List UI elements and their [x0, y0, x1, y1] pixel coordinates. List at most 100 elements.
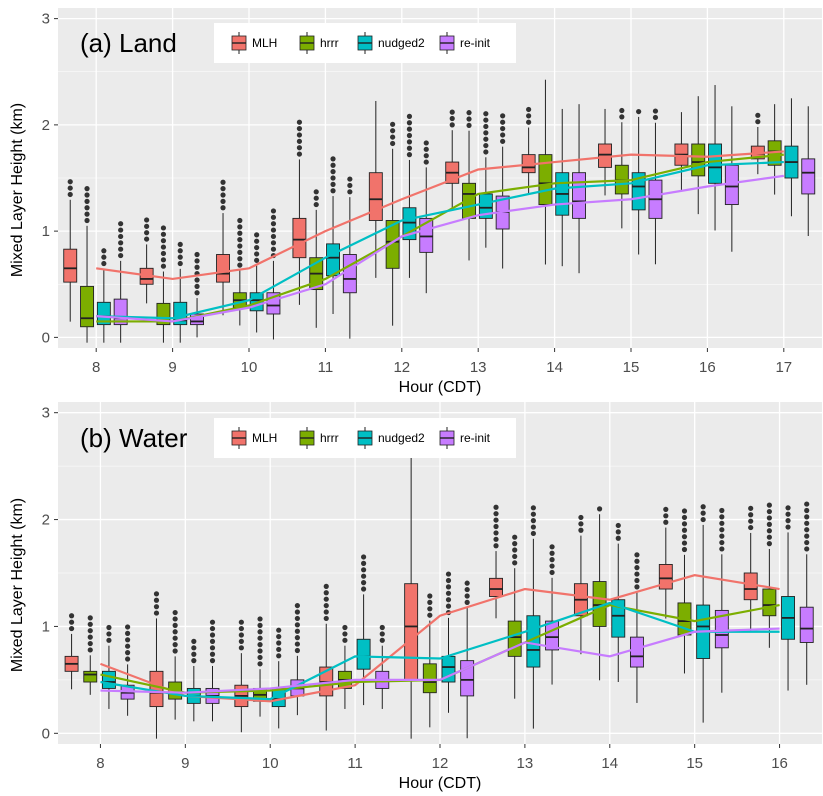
outlier-point — [172, 629, 178, 635]
outlier-point — [342, 631, 348, 637]
outlier-point — [347, 182, 353, 189]
outlier-point — [748, 524, 754, 531]
outlier-point — [101, 254, 107, 260]
series-line-nudged2 — [100, 601, 780, 701]
outlier-point — [68, 613, 75, 619]
outlier-point — [323, 615, 329, 622]
outlier-point — [330, 156, 336, 162]
outlier-point — [652, 114, 659, 121]
x-tick-label: 14 — [546, 359, 563, 376]
outlier-point — [330, 181, 336, 187]
outlier-point — [804, 533, 810, 539]
outlier-point — [464, 586, 470, 593]
outlier-point — [270, 214, 277, 220]
outlier-point — [526, 113, 532, 119]
outlier-point — [237, 243, 243, 249]
box-hrrr — [422, 663, 437, 694]
outlier-point — [257, 648, 263, 654]
outlier-point — [194, 264, 200, 270]
y-tick-label: 3 — [42, 405, 50, 422]
outlier-point — [445, 603, 452, 609]
box-MLH — [292, 217, 307, 259]
outlier-point — [160, 238, 167, 244]
outlier-point — [84, 186, 90, 192]
box-hrrr — [83, 670, 98, 683]
outlier-point — [466, 110, 472, 116]
outlier-point — [493, 530, 499, 536]
outlier-point — [237, 230, 243, 236]
outlier-point — [153, 610, 160, 616]
outlier-point — [87, 615, 93, 621]
outlier-point — [766, 541, 772, 547]
outlier-point — [270, 233, 277, 240]
outlier-point — [118, 252, 124, 259]
outlier-point — [87, 628, 93, 634]
outlier-point — [84, 192, 90, 198]
panel-title: (a) Land — [80, 28, 177, 58]
outlier-point — [483, 136, 489, 142]
outlier-point — [681, 540, 688, 546]
outlier-point — [549, 563, 555, 569]
box-MLH — [216, 254, 230, 283]
outlier-point — [464, 593, 470, 599]
outlier-point — [194, 290, 200, 296]
outlier-point — [106, 631, 112, 637]
outlier-point — [313, 201, 319, 208]
outlier-point — [785, 505, 791, 511]
outlier-point — [330, 188, 336, 194]
outlier-point — [681, 514, 688, 521]
x-tick-label: 10 — [262, 755, 279, 772]
x-axis-title: Hour (CDT) — [399, 775, 482, 792]
outlier-point — [270, 221, 277, 227]
box-re-init — [629, 636, 644, 668]
outlier-point — [87, 634, 93, 640]
legend-label: hrrr — [320, 431, 339, 445]
outlier-point — [615, 522, 621, 529]
outlier-point — [361, 567, 367, 573]
outlier-point — [619, 107, 625, 114]
outlier-point — [323, 590, 329, 596]
outlier-point — [323, 609, 329, 615]
outlier-point — [804, 539, 810, 546]
outlier-point — [101, 260, 107, 267]
outlier-point — [294, 641, 300, 647]
outlier-point — [276, 640, 282, 646]
outlier-point — [296, 132, 303, 138]
outlier-point — [294, 615, 300, 622]
outlier-point — [87, 647, 93, 653]
outlier-point — [766, 528, 772, 534]
x-tick-label: 10 — [241, 359, 258, 376]
outlier-point — [238, 632, 244, 638]
box-MLH — [368, 172, 383, 221]
box-nudged2 — [96, 301, 111, 326]
outlier-point — [160, 257, 167, 263]
outlier-point — [238, 625, 244, 632]
x-tick-label: 13 — [517, 755, 534, 772]
outlier-point — [634, 571, 640, 577]
outlier-point — [785, 518, 791, 524]
outlier-point — [257, 629, 263, 635]
outlier-point — [220, 186, 226, 192]
outlier-point — [804, 546, 810, 552]
outlier-point — [663, 519, 669, 525]
outlier-point — [294, 628, 300, 634]
outlier-point — [719, 527, 725, 533]
outlier-point — [84, 211, 90, 217]
outlier-point — [681, 527, 688, 533]
outlier-point — [423, 140, 429, 146]
outlier-point — [445, 584, 452, 590]
outlier-point — [500, 113, 506, 119]
outlier-point — [237, 262, 243, 268]
outlier-point — [785, 511, 791, 517]
outlier-point — [500, 125, 506, 132]
outlier-point — [804, 520, 810, 526]
box-nudged2 — [611, 599, 626, 638]
outlier-point — [194, 277, 200, 283]
outlier-point — [209, 645, 216, 651]
y-tick-label: 1 — [42, 618, 50, 635]
outlier-point — [804, 507, 810, 514]
outlier-point — [296, 151, 303, 157]
outlier-point — [87, 640, 93, 647]
outlier-point — [390, 140, 396, 147]
